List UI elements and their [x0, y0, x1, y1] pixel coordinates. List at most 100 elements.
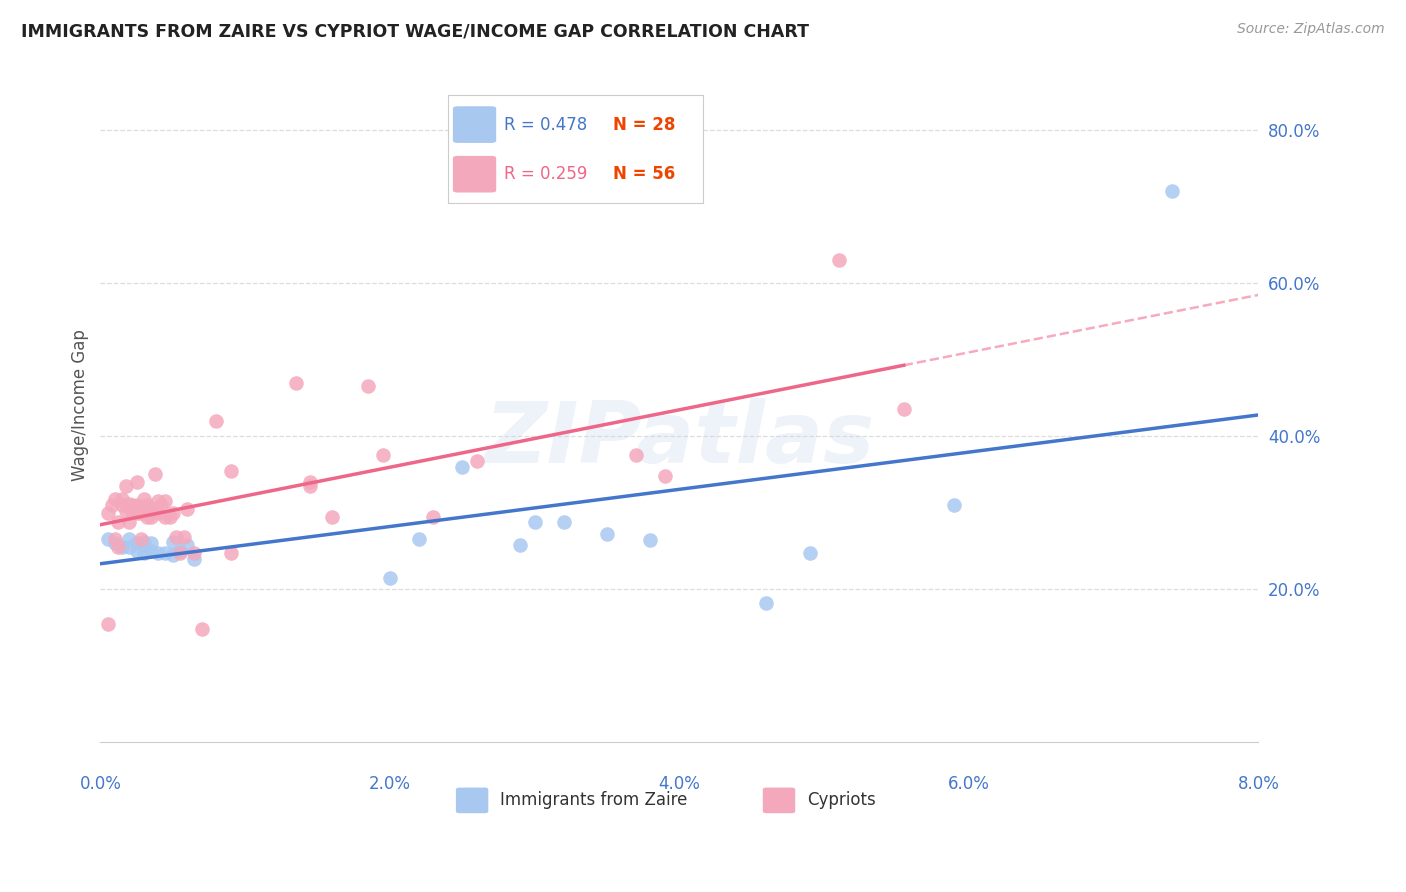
Point	[159, 509, 181, 524]
Point	[143, 467, 166, 482]
Point	[299, 475, 322, 489]
Point	[118, 496, 141, 510]
Point	[596, 527, 619, 541]
Point	[111, 498, 134, 512]
Point	[121, 504, 143, 518]
Point	[118, 540, 141, 554]
Text: 8.0%: 8.0%	[1237, 775, 1279, 793]
Text: 0.0%: 0.0%	[79, 775, 121, 793]
Point	[118, 533, 141, 547]
Point	[408, 533, 430, 547]
Point	[321, 509, 343, 524]
Point	[101, 498, 124, 512]
Y-axis label: Wage/Income Gap: Wage/Income Gap	[72, 329, 89, 482]
Point	[111, 491, 134, 506]
Point	[97, 533, 120, 547]
Point	[104, 536, 127, 550]
Point	[150, 498, 173, 512]
Point	[755, 596, 778, 610]
Point	[654, 469, 676, 483]
Point	[148, 494, 170, 508]
Point	[284, 376, 307, 390]
Point	[378, 571, 401, 585]
Point	[357, 379, 380, 393]
Point	[299, 479, 322, 493]
Point	[132, 540, 155, 554]
Point	[165, 530, 187, 544]
Point	[135, 509, 157, 524]
Point	[104, 533, 127, 547]
Point	[451, 459, 474, 474]
Point	[107, 515, 129, 529]
Point	[1160, 184, 1182, 198]
Point	[173, 530, 195, 544]
Point	[129, 533, 152, 547]
Point	[104, 491, 127, 506]
Point	[162, 548, 184, 562]
Point	[162, 506, 184, 520]
Point	[148, 506, 170, 520]
Point	[132, 545, 155, 559]
Point	[111, 540, 134, 554]
FancyBboxPatch shape	[456, 788, 488, 814]
Point	[176, 538, 198, 552]
Text: Source: ZipAtlas.com: Source: ZipAtlas.com	[1237, 22, 1385, 37]
Point	[139, 501, 162, 516]
Text: 6.0%: 6.0%	[948, 775, 990, 793]
Point	[799, 545, 821, 559]
Point	[219, 545, 242, 559]
Text: 2.0%: 2.0%	[368, 775, 411, 793]
Point	[893, 402, 915, 417]
Point	[155, 494, 177, 508]
Text: Immigrants from Zaire: Immigrants from Zaire	[501, 791, 688, 809]
Point	[115, 479, 138, 493]
Point	[465, 453, 488, 467]
Point	[135, 498, 157, 512]
Point	[125, 544, 148, 558]
Point	[129, 506, 152, 520]
Point	[553, 515, 575, 529]
Point	[155, 545, 177, 559]
Point	[139, 509, 162, 524]
Point	[132, 534, 155, 549]
Point	[183, 545, 205, 559]
Point	[371, 448, 394, 462]
Point	[509, 538, 531, 552]
Point	[219, 464, 242, 478]
Point	[125, 498, 148, 512]
Point	[125, 536, 148, 550]
Point	[97, 506, 120, 520]
Text: IMMIGRANTS FROM ZAIRE VS CYPRIOT WAGE/INCOME GAP CORRELATION CHART: IMMIGRANTS FROM ZAIRE VS CYPRIOT WAGE/IN…	[21, 22, 808, 40]
Text: Cypriots: Cypriots	[807, 791, 876, 809]
Point	[132, 501, 155, 516]
Point	[139, 544, 162, 558]
Point	[176, 501, 198, 516]
Point	[97, 616, 120, 631]
Point	[169, 544, 191, 558]
Text: 4.0%: 4.0%	[658, 775, 700, 793]
FancyBboxPatch shape	[763, 788, 796, 814]
Point	[943, 498, 966, 512]
Point	[148, 545, 170, 559]
Point	[125, 475, 148, 489]
Point	[624, 448, 647, 462]
Point	[162, 534, 184, 549]
Point	[155, 509, 177, 524]
Text: ZIPatlas: ZIPatlas	[484, 398, 875, 481]
Point	[827, 252, 849, 267]
Point	[523, 515, 546, 529]
Point	[169, 545, 191, 559]
Point	[183, 551, 205, 566]
Point	[132, 491, 155, 506]
Point	[190, 622, 212, 636]
Point	[107, 540, 129, 554]
Point	[143, 504, 166, 518]
Point	[139, 536, 162, 550]
Point	[118, 515, 141, 529]
Point	[640, 533, 662, 548]
Point	[205, 414, 228, 428]
Point	[121, 498, 143, 512]
Point	[125, 506, 148, 520]
Point	[115, 504, 138, 518]
Point	[422, 509, 444, 524]
